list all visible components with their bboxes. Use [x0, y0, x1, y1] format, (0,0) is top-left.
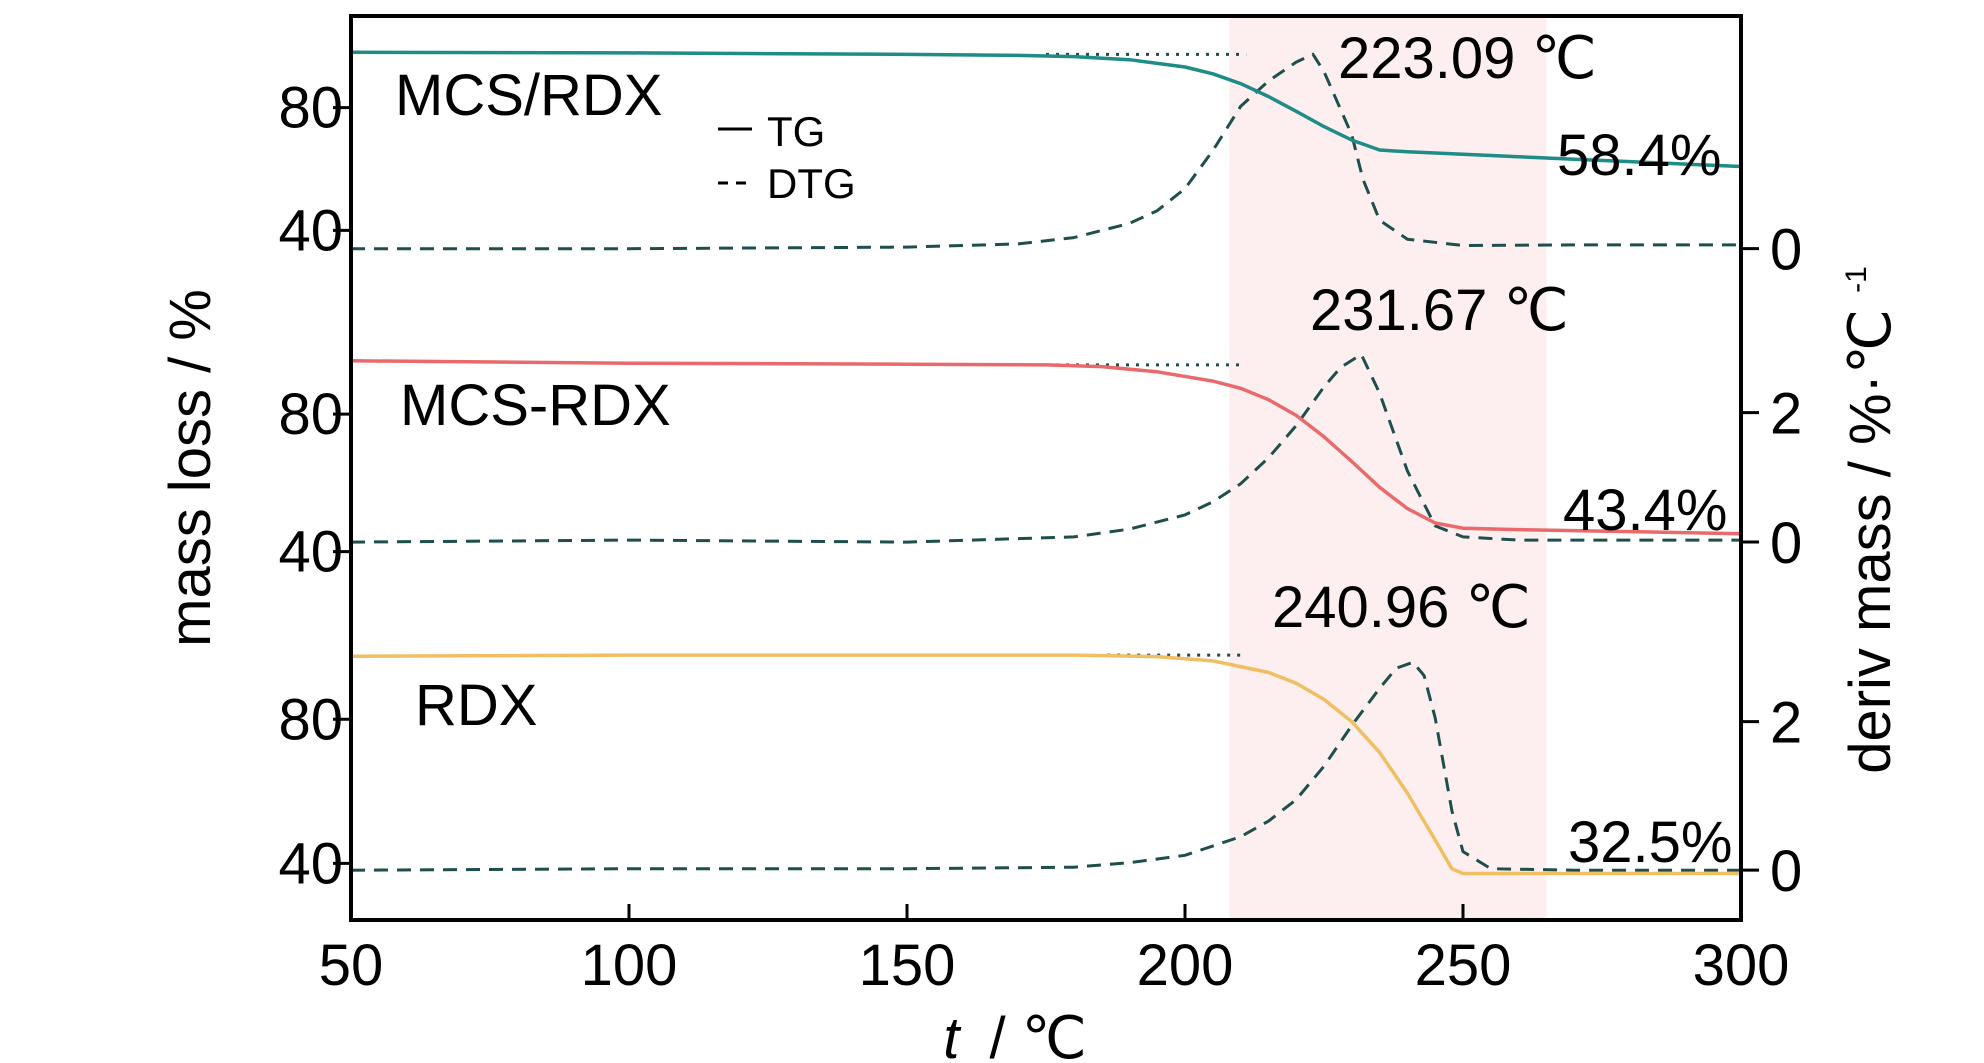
plot-frame: [349, 14, 1743, 922]
ticks-layer: 50 100 150 200 250 300 40 80 0 40 80 0 2 40 80 0 2: [278, 76, 1802, 998]
highlight-band: [1229, 16, 1547, 920]
dtg-line-rdx: [350, 660, 1741, 872]
x-tick-label: 150: [859, 933, 956, 998]
y-axis-left-title: mass loss / %: [158, 289, 223, 647]
right-tick-label: 0: [1770, 511, 1802, 576]
x-tick-label: 250: [1415, 933, 1512, 998]
left-tick-label: 40: [278, 520, 343, 585]
legend-tg-label: TG: [767, 108, 825, 155]
dtg-line-mcs-rdx: [350, 352, 1741, 544]
peak-label-mcs-dash-rdx: 231.67 ℃: [1310, 278, 1569, 343]
x-tick-label: 200: [1137, 933, 1234, 998]
right-tick-label: 0: [1770, 839, 1802, 904]
tg-line-mcs-rdx: [350, 359, 1742, 536]
panel-label-rdx: RDX: [415, 673, 537, 738]
legend: TG DTG: [718, 108, 856, 207]
residue-label-rdx: 32.5%: [1568, 810, 1732, 875]
panel-label-mcs-dash-rdx: MCS-RDX: [400, 373, 671, 438]
residue-label-mcs-dash-rdx: 43.4%: [1563, 478, 1727, 543]
x-axis-unit: / ℃: [989, 1006, 1086, 1063]
x-tick-label: 100: [581, 933, 678, 998]
peak-label-mcs-slash-rdx: 223.09 ℃: [1338, 26, 1597, 91]
left-tick-label: 80: [278, 382, 343, 447]
tg-line-rdx: [350, 653, 1741, 876]
tg-line-mcs-rdx: [350, 50, 1742, 169]
left-tick-label: 80: [278, 687, 343, 752]
legend-dtg-label: DTG: [767, 160, 856, 207]
x-tick-label: 50: [319, 933, 384, 998]
right-tick-label: 2: [1770, 691, 1802, 756]
left-tick-label: 80: [278, 76, 343, 141]
curves-layer: [350, 50, 1742, 876]
x-tick-label: 300: [1693, 933, 1790, 998]
peak-label-rdx: 240.96 ℃: [1272, 575, 1531, 640]
left-tick-label: 40: [278, 198, 343, 263]
y-axis-right-sup: -1: [1840, 266, 1873, 293]
x-axis-title: t / ℃: [943, 1006, 1087, 1063]
left-tick-label: 40: [278, 831, 343, 896]
right-tick-label: 2: [1770, 382, 1802, 447]
panel-label-mcs-slash-rdx: MCS/RDX: [395, 63, 662, 128]
residue-label-mcs-slash-rdx: 58.4%: [1557, 123, 1721, 188]
y-axis-right-main: deriv mass / %·℃: [1838, 309, 1903, 774]
x-axis-variable: t: [943, 1006, 962, 1063]
right-tick-label: 0: [1770, 218, 1802, 283]
y-axis-right-title: deriv mass / %·℃ -1: [1838, 266, 1903, 774]
